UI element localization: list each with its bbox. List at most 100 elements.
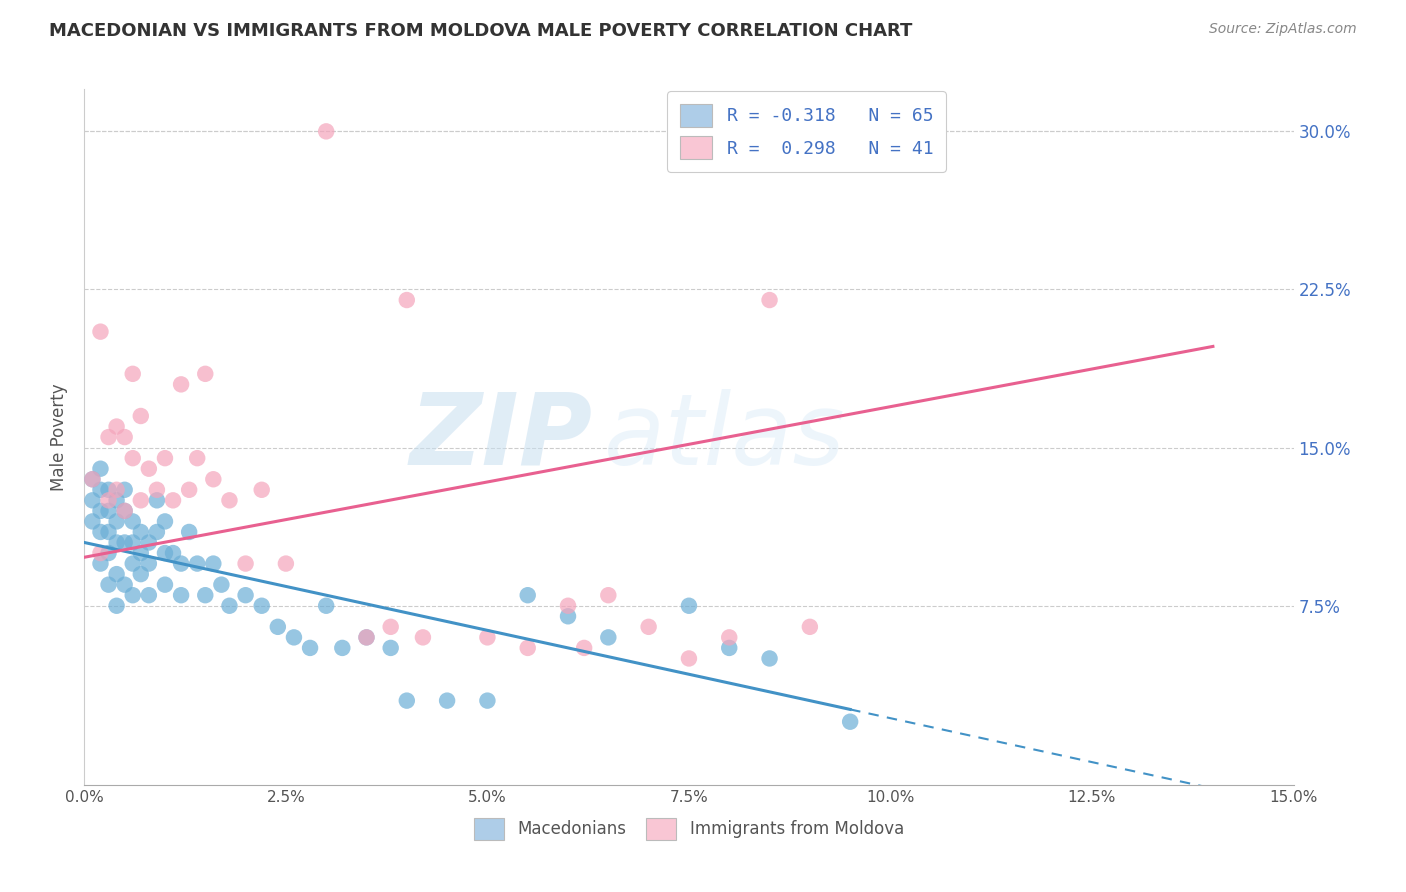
Point bbox=[114, 504, 136, 518]
Point bbox=[209, 577, 232, 591]
Point bbox=[146, 524, 169, 539]
Point bbox=[235, 557, 257, 571]
Point bbox=[516, 640, 538, 655]
Y-axis label: Male Poverty: Male Poverty bbox=[51, 384, 69, 491]
Text: MACEDONIAN VS IMMIGRANTS FROM MOLDOVA MALE POVERTY CORRELATION CHART: MACEDONIAN VS IMMIGRANTS FROM MOLDOVA MA… bbox=[49, 22, 912, 40]
Point bbox=[121, 451, 143, 466]
Point bbox=[218, 493, 240, 508]
Point bbox=[121, 515, 143, 529]
Point bbox=[89, 325, 111, 339]
Point bbox=[839, 714, 862, 729]
Point bbox=[194, 588, 217, 602]
Point bbox=[718, 640, 741, 655]
Point bbox=[105, 419, 128, 434]
Text: atlas: atlas bbox=[605, 389, 846, 485]
Point bbox=[315, 599, 337, 613]
Point bbox=[235, 588, 257, 602]
Point bbox=[330, 640, 353, 655]
Point bbox=[315, 124, 337, 138]
Point bbox=[267, 620, 290, 634]
Point bbox=[557, 609, 579, 624]
Point bbox=[153, 515, 176, 529]
Point bbox=[758, 293, 780, 307]
Point bbox=[114, 430, 136, 444]
Point bbox=[274, 557, 297, 571]
Point bbox=[114, 483, 136, 497]
Point bbox=[82, 493, 104, 508]
Point bbox=[194, 367, 217, 381]
Point bbox=[557, 599, 579, 613]
Point bbox=[121, 367, 143, 381]
Point bbox=[170, 588, 193, 602]
Legend: Macedonians, Immigrants from Moldova: Macedonians, Immigrants from Moldova bbox=[467, 812, 911, 847]
Point bbox=[718, 631, 741, 645]
Text: Source: ZipAtlas.com: Source: ZipAtlas.com bbox=[1209, 22, 1357, 37]
Point bbox=[637, 620, 659, 634]
Point bbox=[89, 524, 111, 539]
Point bbox=[82, 472, 104, 486]
Point bbox=[105, 535, 128, 549]
Point bbox=[179, 524, 201, 539]
Point bbox=[89, 557, 111, 571]
Point bbox=[202, 557, 225, 571]
Point bbox=[82, 515, 104, 529]
Point bbox=[138, 461, 160, 475]
Point bbox=[146, 493, 169, 508]
Point bbox=[114, 535, 136, 549]
Point bbox=[138, 557, 160, 571]
Point bbox=[572, 640, 595, 655]
Point bbox=[121, 535, 143, 549]
Point bbox=[356, 631, 378, 645]
Point bbox=[97, 524, 120, 539]
Point bbox=[678, 599, 700, 613]
Point bbox=[105, 515, 128, 529]
Point bbox=[516, 588, 538, 602]
Point bbox=[299, 640, 322, 655]
Point bbox=[179, 483, 201, 497]
Point bbox=[89, 461, 111, 475]
Point bbox=[97, 483, 120, 497]
Point bbox=[477, 631, 499, 645]
Point bbox=[153, 451, 176, 466]
Point bbox=[105, 599, 128, 613]
Point bbox=[121, 557, 143, 571]
Point bbox=[250, 599, 273, 613]
Point bbox=[97, 577, 120, 591]
Point bbox=[114, 504, 136, 518]
Point bbox=[114, 577, 136, 591]
Point bbox=[283, 631, 305, 645]
Point bbox=[218, 599, 240, 613]
Point bbox=[153, 546, 176, 560]
Point bbox=[129, 493, 152, 508]
Point bbox=[598, 588, 620, 602]
Point bbox=[97, 430, 120, 444]
Point bbox=[395, 293, 418, 307]
Point bbox=[395, 693, 418, 707]
Point bbox=[89, 546, 111, 560]
Point bbox=[82, 472, 104, 486]
Point bbox=[799, 620, 821, 634]
Point bbox=[356, 631, 378, 645]
Point bbox=[380, 640, 402, 655]
Point bbox=[758, 651, 780, 665]
Point bbox=[138, 535, 160, 549]
Point bbox=[97, 504, 120, 518]
Point bbox=[121, 588, 143, 602]
Point bbox=[202, 472, 225, 486]
Point bbox=[129, 546, 152, 560]
Point bbox=[170, 557, 193, 571]
Point bbox=[89, 483, 111, 497]
Point bbox=[97, 493, 120, 508]
Point bbox=[97, 546, 120, 560]
Point bbox=[129, 567, 152, 582]
Text: ZIP: ZIP bbox=[409, 389, 592, 485]
Point bbox=[598, 631, 620, 645]
Point bbox=[412, 631, 434, 645]
Point bbox=[380, 620, 402, 634]
Point bbox=[186, 557, 208, 571]
Point bbox=[477, 693, 499, 707]
Point bbox=[153, 577, 176, 591]
Point bbox=[186, 451, 208, 466]
Point bbox=[250, 483, 273, 497]
Point bbox=[105, 493, 128, 508]
